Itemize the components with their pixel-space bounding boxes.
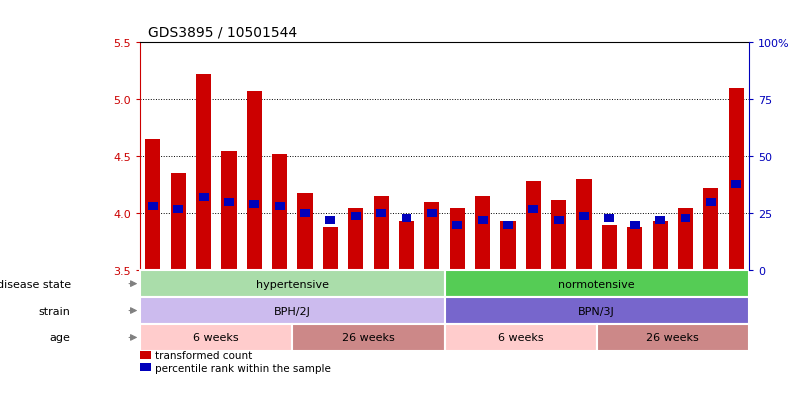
- Bar: [630, 221, 640, 229]
- Bar: [401, 214, 412, 222]
- Bar: [525, 182, 541, 271]
- Bar: [351, 212, 360, 220]
- Bar: [224, 198, 234, 206]
- Bar: [703, 189, 718, 271]
- Bar: [427, 210, 437, 218]
- Bar: [199, 194, 208, 202]
- Bar: [602, 225, 617, 271]
- Bar: [275, 203, 284, 211]
- Bar: [477, 216, 488, 225]
- Bar: [140, 297, 445, 324]
- Bar: [731, 180, 741, 188]
- Bar: [292, 324, 445, 351]
- Bar: [323, 227, 338, 271]
- Bar: [297, 193, 312, 271]
- Bar: [681, 214, 690, 222]
- Bar: [605, 214, 614, 222]
- Bar: [503, 221, 513, 229]
- Bar: [196, 75, 211, 271]
- Bar: [445, 324, 597, 351]
- Bar: [373, 197, 388, 271]
- Bar: [171, 174, 186, 271]
- Text: transformed count: transformed count: [155, 350, 252, 360]
- Bar: [300, 210, 310, 218]
- Text: BPN/3J: BPN/3J: [578, 306, 615, 316]
- Bar: [249, 201, 260, 209]
- Bar: [597, 324, 749, 351]
- Bar: [577, 180, 592, 271]
- Bar: [272, 155, 288, 271]
- Bar: [247, 92, 262, 271]
- Bar: [706, 198, 716, 206]
- Text: 6 weeks: 6 weeks: [194, 332, 239, 343]
- Bar: [221, 151, 236, 271]
- Text: BPH/2J: BPH/2J: [274, 306, 311, 316]
- Bar: [145, 140, 160, 271]
- Bar: [376, 210, 386, 218]
- Bar: [627, 227, 642, 271]
- Bar: [579, 212, 589, 220]
- Bar: [348, 208, 364, 271]
- Text: normotensive: normotensive: [558, 279, 635, 289]
- Text: 6 weeks: 6 weeks: [498, 332, 543, 343]
- Bar: [445, 271, 749, 297]
- Text: hypertensive: hypertensive: [256, 279, 329, 289]
- Text: 26 weeks: 26 weeks: [342, 332, 395, 343]
- Bar: [529, 205, 538, 213]
- Bar: [501, 222, 516, 271]
- Bar: [445, 297, 749, 324]
- Text: percentile rank within the sample: percentile rank within the sample: [155, 363, 332, 373]
- Bar: [425, 202, 440, 271]
- Bar: [148, 203, 158, 211]
- Bar: [140, 324, 292, 351]
- Bar: [678, 208, 693, 271]
- Bar: [449, 208, 465, 271]
- Bar: [140, 351, 151, 359]
- Text: 26 weeks: 26 weeks: [646, 332, 699, 343]
- Bar: [553, 216, 564, 225]
- Bar: [140, 271, 445, 297]
- Text: age: age: [50, 332, 70, 343]
- Bar: [655, 216, 665, 225]
- Text: disease state: disease state: [0, 279, 70, 289]
- Bar: [453, 221, 462, 229]
- Bar: [475, 197, 490, 271]
- Bar: [729, 89, 744, 271]
- Text: strain: strain: [39, 306, 70, 316]
- Bar: [551, 200, 566, 271]
- Bar: [653, 222, 668, 271]
- Text: GDS3895 / 10501544: GDS3895 / 10501544: [148, 25, 297, 39]
- Bar: [140, 363, 151, 372]
- Bar: [325, 216, 336, 225]
- Bar: [173, 205, 183, 213]
- Bar: [399, 222, 414, 271]
